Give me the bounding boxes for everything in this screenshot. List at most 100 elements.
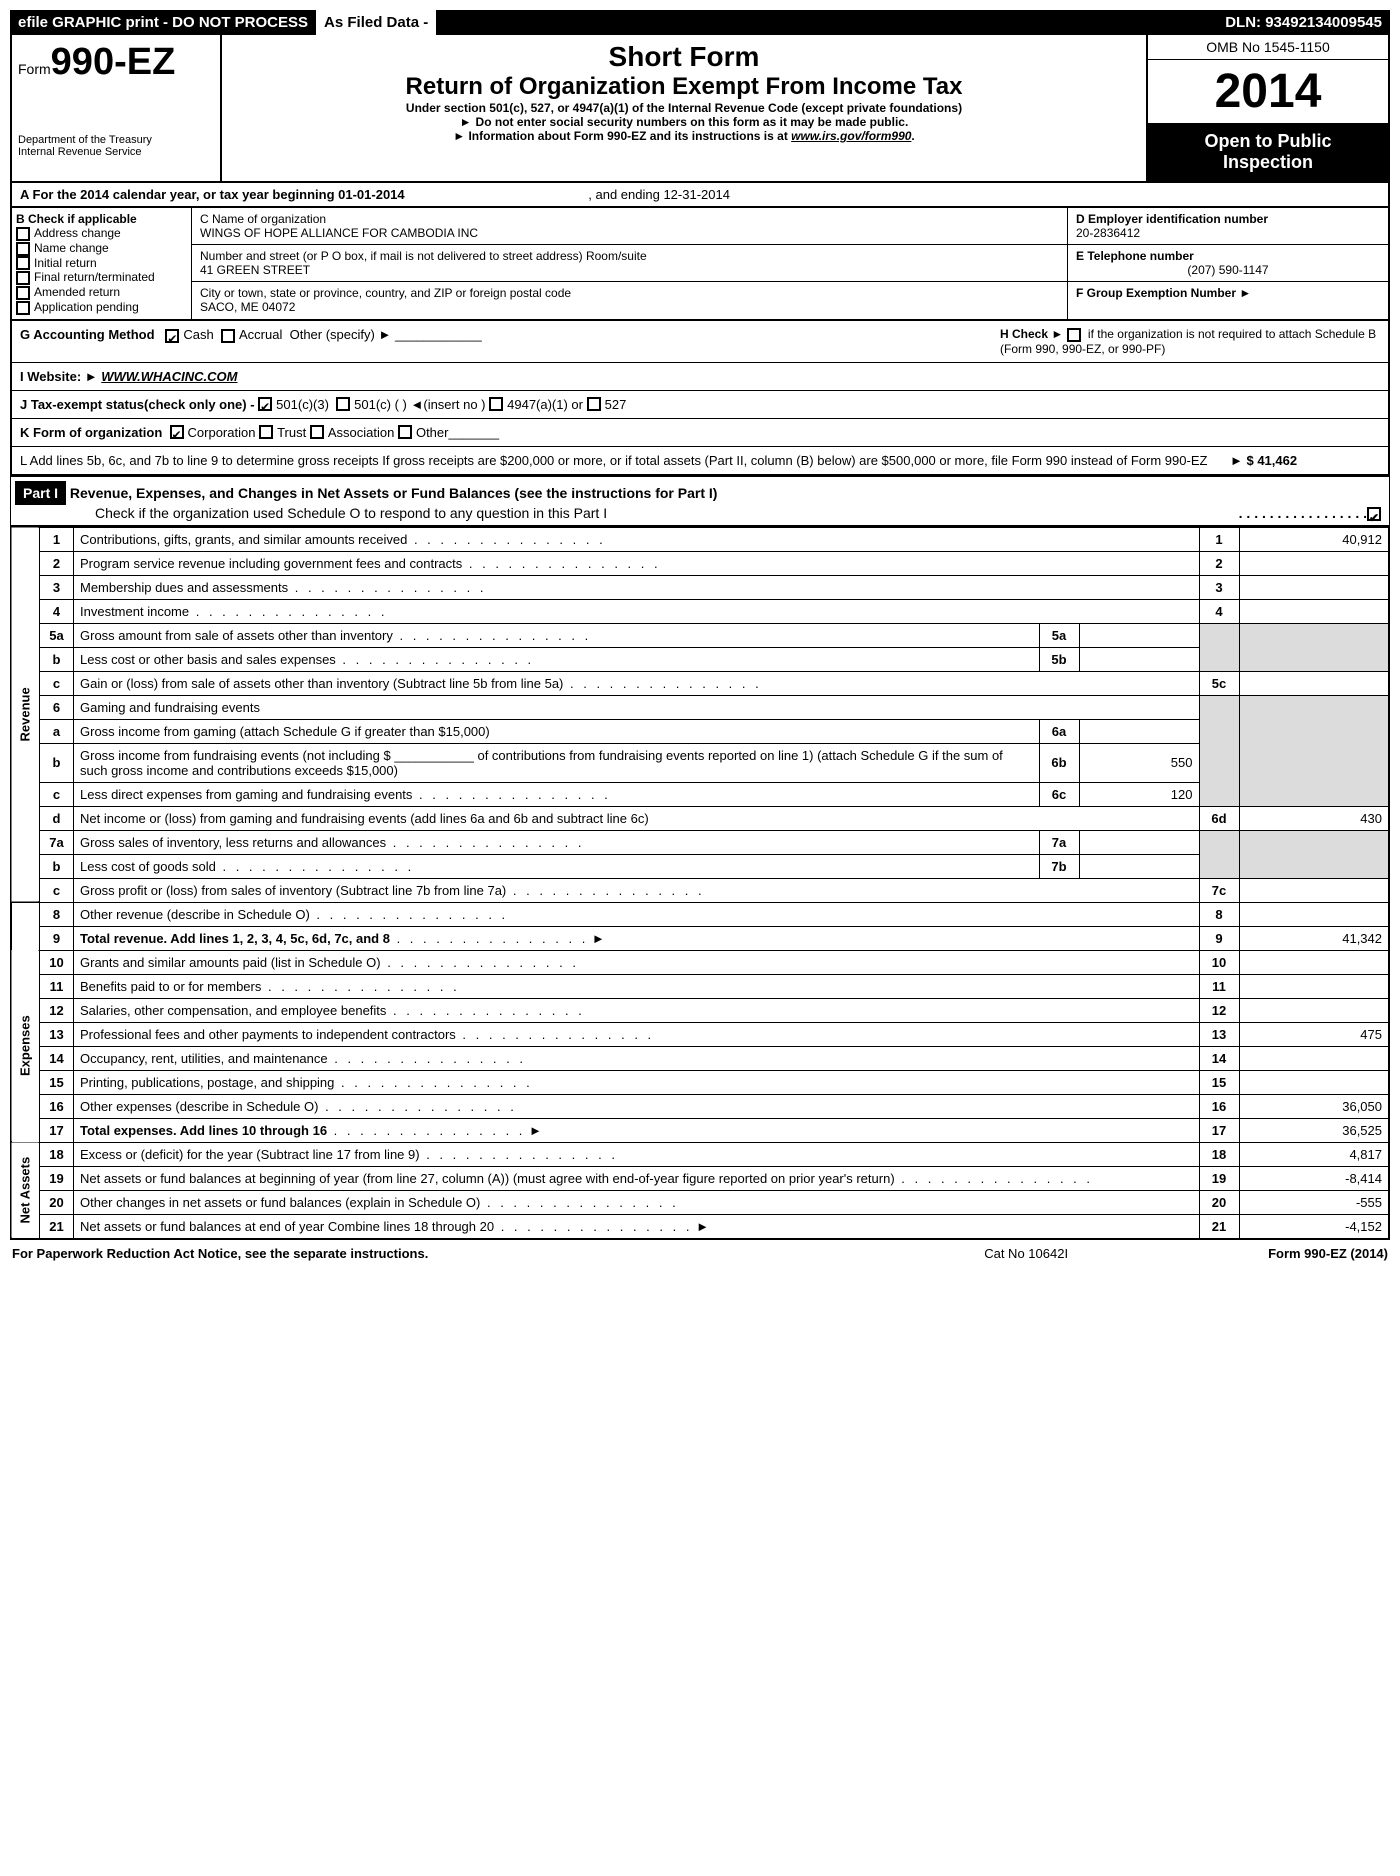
table-row: 19Net assets or fund balances at beginni…	[11, 1166, 1389, 1190]
box-b: B Check if applicable Address change Nam…	[12, 208, 192, 319]
table-row: 9Total revenue. Add lines 1, 2, 3, 4, 5c…	[11, 926, 1389, 950]
group-exemption-label: F Group Exemption Number	[1076, 286, 1236, 300]
phone-label: E Telephone number	[1076, 249, 1194, 263]
table-row: cLess direct expenses from gaming and fu…	[11, 782, 1389, 806]
line19-amount: -8,414	[1239, 1166, 1389, 1190]
table-row: aGross income from gaming (attach Schedu…	[11, 719, 1389, 743]
table-row: bGross income from fundraising events (n…	[11, 743, 1389, 782]
line1-amount: 40,912	[1239, 527, 1389, 552]
cbx-501c[interactable]	[336, 397, 350, 411]
topbar-right: DLN: 93492134009545	[1217, 10, 1390, 35]
dept-line1: Department of the Treasury	[18, 134, 214, 146]
header-right: OMB No 1545-1150 2014 Open to Public Ins…	[1148, 35, 1388, 181]
table-row: 2Program service revenue including gover…	[11, 551, 1389, 575]
top-bar: efile GRAPHIC print - DO NOT PROCESS As …	[10, 10, 1390, 35]
side-revenue: Revenue	[11, 527, 40, 903]
topbar-mid: As Filed Data -	[316, 10, 436, 35]
table-row: 21Net assets or fund balances at end of …	[11, 1214, 1389, 1239]
irs-link[interactable]: www.irs.gov/form990	[791, 129, 911, 143]
table-row: 12Salaries, other compensation, and empl…	[11, 998, 1389, 1022]
cbx-cash[interactable]	[165, 329, 179, 343]
row-i: I Website: ► WWW.WHACINC.COM	[10, 363, 1390, 391]
cbx-other-org[interactable]	[398, 425, 412, 439]
line21-amount: -4,152	[1239, 1214, 1389, 1239]
line20-amount: -555	[1239, 1190, 1389, 1214]
row-h: H Check ► if the organization is not req…	[1000, 327, 1380, 356]
cbx-h[interactable]	[1067, 328, 1081, 342]
cbx-527[interactable]	[587, 397, 601, 411]
row-a: A For the 2014 calendar year, or tax yea…	[10, 183, 1390, 208]
row-j: J Tax-exempt status(check only one) - 50…	[10, 391, 1390, 419]
table-row: 14Occupancy, rent, utilities, and mainte…	[11, 1046, 1389, 1070]
header-note1: Do not enter social security numbers on …	[228, 115, 1140, 129]
table-row: cGain or (loss) from sale of assets othe…	[11, 671, 1389, 695]
cbx-schedule-o[interactable]	[1367, 507, 1381, 521]
line6c-amount: 120	[1079, 782, 1199, 806]
table-row: bLess cost or other basis and sales expe…	[11, 647, 1389, 671]
cbx-4947[interactable]	[489, 397, 503, 411]
table-row: 6Gaming and fundraising events	[11, 695, 1389, 719]
addr-label: Number and street (or P O box, if mail i…	[200, 249, 1059, 263]
table-row: 8Other revenue (describe in Schedule O)8	[11, 902, 1389, 926]
header-left: Form990-EZ Department of the Treasury In…	[12, 35, 222, 181]
cbx-assoc[interactable]	[310, 425, 324, 439]
table-row: Net Assets 18Excess or (deficit) for the…	[11, 1142, 1389, 1166]
cbx-amended[interactable]	[16, 286, 30, 300]
row-g: G Accounting Method Cash Accrual Other (…	[10, 321, 1390, 363]
table-row: 4Investment income4	[11, 599, 1389, 623]
org-street: 41 GREEN STREET	[200, 263, 1059, 277]
table-row: 3Membership dues and assessments3	[11, 575, 1389, 599]
part1-table: Revenue 1 Contributions, gifts, grants, …	[10, 526, 1390, 1240]
table-row: Revenue 1 Contributions, gifts, grants, …	[11, 527, 1389, 552]
form-prefix: Form	[18, 61, 51, 77]
footer-catno: Cat No 10642I	[984, 1246, 1068, 1261]
page-footer: For Paperwork Reduction Act Notice, see …	[10, 1240, 1390, 1267]
tax-year: 2014	[1148, 60, 1388, 123]
table-row: 15Printing, publications, postage, and s…	[11, 1070, 1389, 1094]
line13-amount: 475	[1239, 1022, 1389, 1046]
line6d-amount: 430	[1239, 806, 1389, 830]
table-row: 13Professional fees and other payments t…	[11, 1022, 1389, 1046]
cbx-address-change[interactable]	[16, 227, 30, 241]
phone-value: (207) 590-1147	[1076, 263, 1380, 277]
box-c: C Name of organization WINGS OF HOPE ALL…	[192, 208, 1068, 319]
line17-amount: 36,525	[1239, 1118, 1389, 1142]
omb-number: OMB No 1545-1150	[1148, 35, 1388, 60]
cbx-trust[interactable]	[259, 425, 273, 439]
section-bcd: B Check if applicable Address change Nam…	[10, 208, 1390, 321]
gross-receipts: ► $ 41,462	[1230, 453, 1380, 468]
cbx-final-return[interactable]	[16, 271, 30, 285]
line9-amount: 41,342	[1239, 926, 1389, 950]
c-label: C Name of organization	[200, 212, 1059, 226]
cbx-501c3[interactable]	[258, 397, 272, 411]
line16-amount: 36,050	[1239, 1094, 1389, 1118]
dept-line2: Internal Revenue Service	[18, 146, 214, 158]
cbx-pending[interactable]	[16, 301, 30, 315]
arrow-icon: ►	[1239, 286, 1251, 300]
table-row: 17Total expenses. Add lines 10 through 1…	[11, 1118, 1389, 1142]
table-row: dNet income or (loss) from gaming and fu…	[11, 806, 1389, 830]
open-public: Open to Public Inspection	[1148, 123, 1388, 181]
table-row: 20Other changes in net assets or fund ba…	[11, 1190, 1389, 1214]
under-section: Under section 501(c), 527, or 4947(a)(1)…	[228, 101, 1140, 115]
table-row: 11Benefits paid to or for members11	[11, 974, 1389, 998]
cbx-corp[interactable]	[170, 425, 184, 439]
side-expenses: Expenses	[11, 950, 40, 1142]
part1-header: Part I Revenue, Expenses, and Changes in…	[10, 476, 1390, 526]
table-row: 5aGross amount from sale of assets other…	[11, 623, 1389, 647]
org-city: SACO, ME 04072	[200, 300, 1059, 314]
website-link[interactable]: WWW.WHACINC.COM	[101, 369, 237, 384]
box-def: D Employer identification number 20-2836…	[1068, 208, 1388, 319]
table-row: cGross profit or (loss) from sales of in…	[11, 878, 1389, 902]
city-label: City or town, state or province, country…	[200, 286, 1059, 300]
cbx-name-change[interactable]	[16, 242, 30, 256]
form-number: 990-EZ	[51, 41, 176, 83]
ein-value: 20-2836412	[1076, 226, 1140, 240]
cbx-accrual[interactable]	[221, 329, 235, 343]
ein-label: D Employer identification number	[1076, 212, 1268, 226]
table-row: bLess cost of goods sold7b	[11, 854, 1389, 878]
cbx-initial-return[interactable]	[16, 256, 30, 270]
side-netassets: Net Assets	[11, 1142, 40, 1239]
org-name: WINGS OF HOPE ALLIANCE FOR CAMBODIA INC	[200, 226, 1059, 240]
line6b-amount: 550	[1079, 743, 1199, 782]
